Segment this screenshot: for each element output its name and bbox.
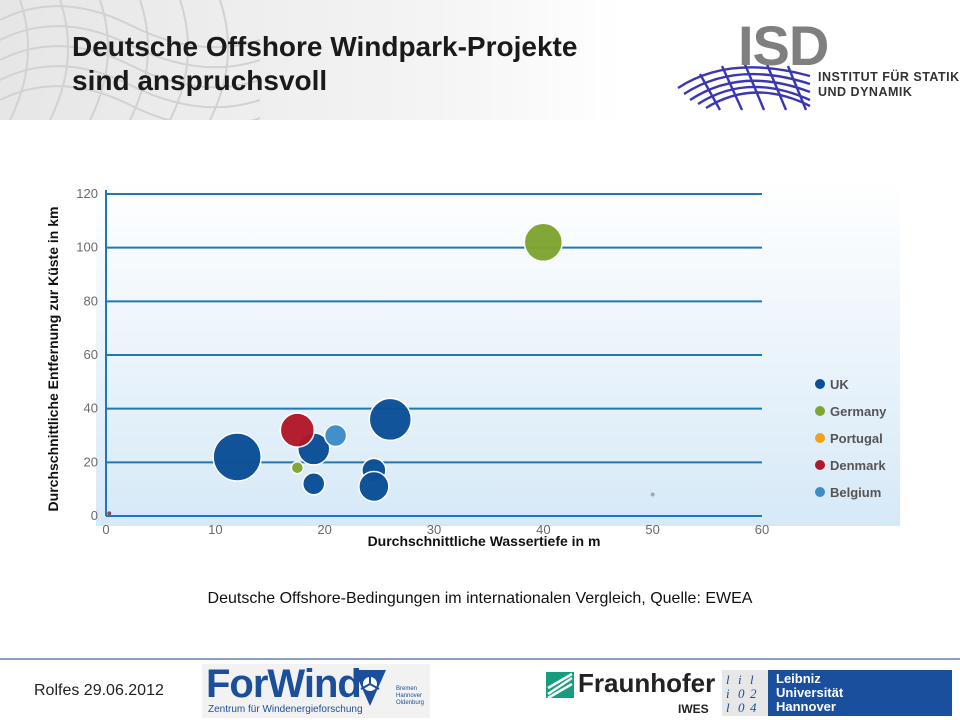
fraunhofer-iwes-label: IWES: [678, 702, 709, 716]
svg-text:i: i: [726, 686, 730, 701]
bubble-uk: [368, 397, 413, 442]
forwind-turbine-icon: [354, 670, 386, 706]
forwind-logo-subtitle: Zentrum für Windenergieforschung: [208, 704, 363, 715]
svg-text:i: i: [738, 672, 742, 687]
svg-text:0: 0: [738, 686, 745, 701]
chart-caption: Deutsche Offshore-Bedingungen im interna…: [207, 590, 753, 607]
isd-wave-logo: [677, 61, 811, 111]
legend-marker-belgium: [815, 487, 825, 497]
y-tick-label: 40: [84, 401, 98, 416]
data-point: [650, 492, 655, 497]
y-tick-label: 80: [84, 293, 98, 308]
svg-text:l: l: [726, 672, 730, 687]
legend-label: UK: [830, 377, 849, 392]
legend-label: Portugal: [830, 431, 883, 446]
fraunhofer-logo-text: Fraunhofer: [578, 668, 716, 698]
svg-text:l: l: [726, 700, 730, 715]
footer-author-date: Rolfes 29.06.2012: [34, 682, 164, 699]
svg-text:0: 0: [738, 700, 745, 715]
leibniz-line3: Hannover: [776, 699, 836, 714]
bubble-germany: [290, 460, 305, 475]
legend-marker-portugal: [815, 433, 825, 443]
plot-background: [96, 180, 900, 526]
slide-title: Deutsche Offshore Windpark-Projekte sind…: [72, 30, 577, 98]
bubble-uk: [212, 432, 262, 482]
isd-institute-name: INSTITUT FÜR STATIK UND DYNAMIK: [818, 70, 960, 100]
data-point: [107, 511, 112, 516]
isd-institute-line2: UND DYNAMIK: [818, 85, 913, 99]
legend-marker-uk: [815, 379, 825, 389]
y-tick-label: 100: [76, 240, 98, 255]
svg-text:l: l: [750, 672, 754, 687]
y-tick-label: 120: [76, 186, 98, 201]
forwind-city-2: Hannover: [396, 693, 423, 699]
x-tick-label: 60: [755, 522, 769, 537]
bubble-denmark: [279, 412, 316, 448]
slide-title-line2: sind anspruchsvoll: [72, 65, 328, 96]
slide-title-line1: Deutsche Offshore Windpark-Projekte: [72, 31, 578, 62]
x-tick-label: 10: [208, 522, 222, 537]
x-tick-label: 40: [536, 522, 550, 537]
svg-text:2: 2: [750, 686, 757, 701]
forwind-cities: Bremen Hannover Oldenburg: [396, 686, 424, 707]
y-tick-label: 20: [84, 454, 98, 469]
bubble-chart: 0 20 40 60 80 100 120 0 10 20 30 40 50 60 Durchschnitt…: [40, 180, 900, 560]
slide-header: Deutsche Offshore Windpark-Projekte sind…: [0, 0, 960, 120]
y-tick-label: 0: [91, 508, 98, 523]
leibniz-line2: Universität: [776, 685, 844, 700]
legend-marker-germany: [815, 406, 825, 416]
wave-mesh-decoration: [0, 0, 260, 120]
bubble-belgium: [323, 423, 348, 448]
forwind-city-1: Bremen: [396, 686, 418, 692]
legend-label: Germany: [830, 404, 887, 419]
x-tick-label: 50: [645, 522, 659, 537]
x-tick-label: 20: [317, 522, 331, 537]
fraunhofer-logo-icon: [546, 672, 574, 698]
x-tick-label: 30: [427, 522, 441, 537]
bubble-uk: [358, 470, 390, 503]
chart-svg: 0 20 40 60 80 100 120 0 10 20 30 40 50 60 Durchschnitt…: [45, 180, 900, 549]
legend-marker-denmark: [815, 460, 825, 470]
forwind-logo: [202, 664, 430, 718]
x-tick-label: 0: [102, 522, 109, 537]
isd-institute-line1: INSTITUT FÜR STATIK: [818, 70, 960, 84]
isd-logo-letters: ISD: [738, 14, 829, 77]
x-axis-label: Durchschnittliche Wassertiefe in m: [368, 533, 601, 549]
forwind-logo-text: ForWind: [206, 662, 362, 706]
y-axis-label: Durchschnittliche Entfernung zur Küste i…: [45, 207, 61, 512]
forwind-city-3: Oldenburg: [396, 700, 425, 706]
svg-text:4: 4: [750, 700, 757, 715]
y-tick-label: 60: [84, 347, 98, 362]
legend-label: Denmark: [830, 458, 886, 473]
footer-divider: [0, 658, 960, 660]
bubble-germany: [523, 222, 564, 263]
leibniz-line1: Leibniz: [776, 671, 821, 686]
bubble-uk: [301, 472, 326, 496]
legend-label: Belgium: [830, 485, 881, 500]
leibniz-logo-text: Leibniz Universität Hannover: [776, 672, 843, 714]
